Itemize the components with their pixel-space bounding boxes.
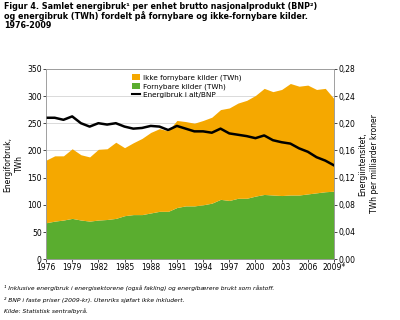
Text: Kilde: Statistisk sentralbyrå.: Kilde: Statistisk sentralbyrå. <box>4 308 88 314</box>
Legend: Ikke fornybare kilder (TWh), Fornybare kilder (TWh), Energibruk i alt/BNP: Ikke fornybare kilder (TWh), Fornybare k… <box>130 72 243 100</box>
Text: 1976-2009: 1976-2009 <box>4 21 51 30</box>
Text: og energibruk (TWh) fordelt på fornybare og ikke-fornybare kilder.: og energibruk (TWh) fordelt på fornybare… <box>4 11 308 21</box>
Y-axis label: Energiintensitet,
TWh per milliarder kroner: Energiintensitet, TWh per milliarder kro… <box>358 115 379 213</box>
Text: Figur 4. Samlet energibruk¹ per enhet brutto nasjonalprodukt (BNP²): Figur 4. Samlet energibruk¹ per enhet br… <box>4 2 317 11</box>
Y-axis label: Energiforbruk,
TWh: Energiforbruk, TWh <box>4 137 24 191</box>
Text: ¹ Inklusive energibruk i energisektorene (også fakling) og energibærere brukt so: ¹ Inklusive energibruk i energisektorene… <box>4 285 274 292</box>
Text: ² BNP i faste priser (2009-kr). Utenriks sjøfart ikke inkludert.: ² BNP i faste priser (2009-kr). Utenriks… <box>4 297 184 303</box>
